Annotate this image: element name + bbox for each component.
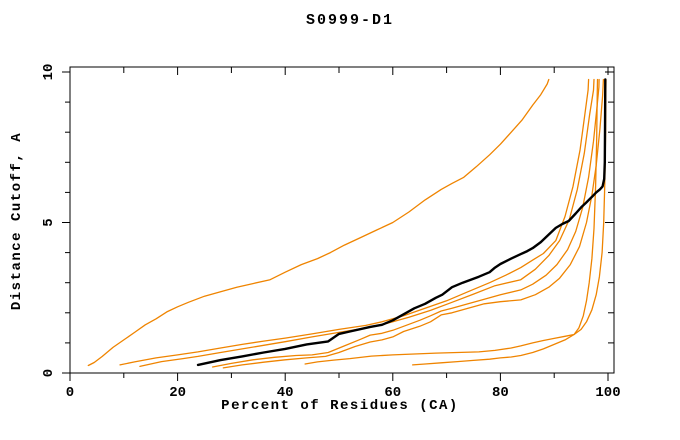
x-tick-label: 40 xyxy=(277,385,294,401)
curve-model-orange-5 xyxy=(222,78,605,369)
curve-model-orange-4 xyxy=(211,78,600,368)
chart-title: S0999-D1 xyxy=(305,12,394,29)
curve-model-orange-low-1 xyxy=(304,78,599,365)
curve-model-orange-steep xyxy=(87,78,550,367)
y-tick-label: 5 xyxy=(41,218,57,226)
plot-frame xyxy=(69,66,615,374)
x-tick-label: 80 xyxy=(492,385,509,401)
x-tick-label: 0 xyxy=(66,385,74,401)
curve-model-orange-3 xyxy=(139,78,595,368)
y-tick-label: 0 xyxy=(41,369,57,377)
y-axis-label: Distance Cutoff, A xyxy=(9,131,25,311)
x-tick-label: 20 xyxy=(169,385,186,401)
curve-model-orange-2 xyxy=(119,78,590,366)
x-tick-label: 100 xyxy=(595,385,620,401)
curve-model-black-highlight xyxy=(196,78,607,367)
curve-model-orange-low-2 xyxy=(412,78,607,366)
x-tick-label: 60 xyxy=(384,385,401,401)
x-axis-label: Percent of Residues (CA) xyxy=(221,398,459,414)
y-tick-label: 10 xyxy=(41,64,57,81)
